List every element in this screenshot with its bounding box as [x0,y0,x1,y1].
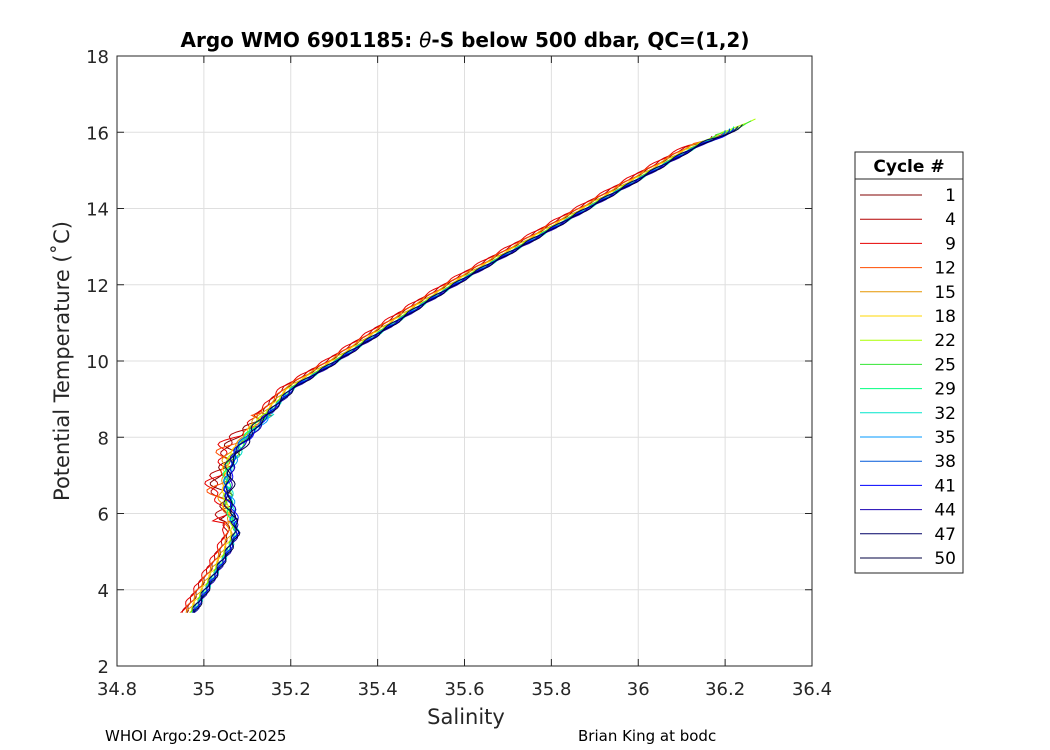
x-axis-label: Salinity [427,705,505,729]
legend-title: Cycle # [873,157,944,177]
y-axis-label: Potential Temperature (˚C) [50,221,74,501]
y-tick-label: 8 [98,428,109,449]
legend-label-cycle-38: 38 [934,452,956,472]
x-tick-label: 35.4 [358,679,398,700]
footer-left: WHOI Argo:29-Oct-2025 [105,727,286,745]
series-line-cycle-15 [185,128,735,613]
series-line-cycle-44 [193,129,730,613]
y-ticks: 2 4 6 8 10 12 14 16 18 [86,47,812,678]
legend-label-cycle-29: 29 [934,380,956,400]
legend-label-cycle-35: 35 [934,428,956,448]
y-tick-label: 18 [86,47,109,68]
legend-label-cycle-9: 9 [945,234,956,254]
legend: Cycle # 1 4 9 12 15 18 22 25 29 32 35 38 41 44 47 50 [854,151,964,574]
x-tick-label: 35.6 [444,679,484,700]
legend-label-cycle-25: 25 [934,355,956,375]
legend-label-cycle-15: 15 [934,283,956,303]
legend-label-cycle-1: 1 [945,186,956,206]
x-tick-label: 36.2 [705,679,745,700]
y-tick-label: 16 [86,123,109,144]
x-tick-label: 36.4 [792,679,832,700]
legend-label-cycle-4: 4 [945,210,956,230]
legend-box [854,151,964,574]
legend-label-cycle-47: 47 [934,525,956,545]
legend-items: 1 4 9 12 15 18 22 25 29 32 35 38 41 44 47 50 [860,186,956,569]
y-tick-label: 14 [86,200,109,221]
grid [117,56,812,666]
legend-label-cycle-12: 12 [934,259,956,279]
legend-label-cycle-50: 50 [934,549,956,569]
series-line-cycle-50 [193,124,743,613]
legend-label-cycle-18: 18 [934,307,956,327]
x-tick-label: 35.2 [271,679,311,700]
x-tick-label: 34.8 [97,679,137,700]
x-tick-label: 35 [192,679,215,700]
series-group [180,118,756,613]
legend-label-cycle-32: 32 [934,404,956,424]
chart-title: Argo WMO 6901185: θ-S below 500 dbar, QC… [181,28,750,52]
legend-label-cycle-22: 22 [934,331,956,351]
series-line-cycle-47 [192,126,739,613]
legend-label-cycle-41: 41 [934,476,956,496]
y-tick-label: 4 [98,581,109,602]
y-tick-label: 10 [86,352,109,373]
x-ticks: 34.8 35 35.2 35.4 35.6 35.8 36 36.2 36.4 [97,56,832,700]
y-tick-label: 2 [98,657,109,678]
x-tick-label: 35.8 [531,679,571,700]
x-tick-label: 36 [627,679,650,700]
legend-label-cycle-44: 44 [934,501,956,521]
footer-right: Brian King at bodc [578,727,716,745]
y-tick-label: 6 [98,505,109,526]
y-tick-label: 12 [86,276,109,297]
